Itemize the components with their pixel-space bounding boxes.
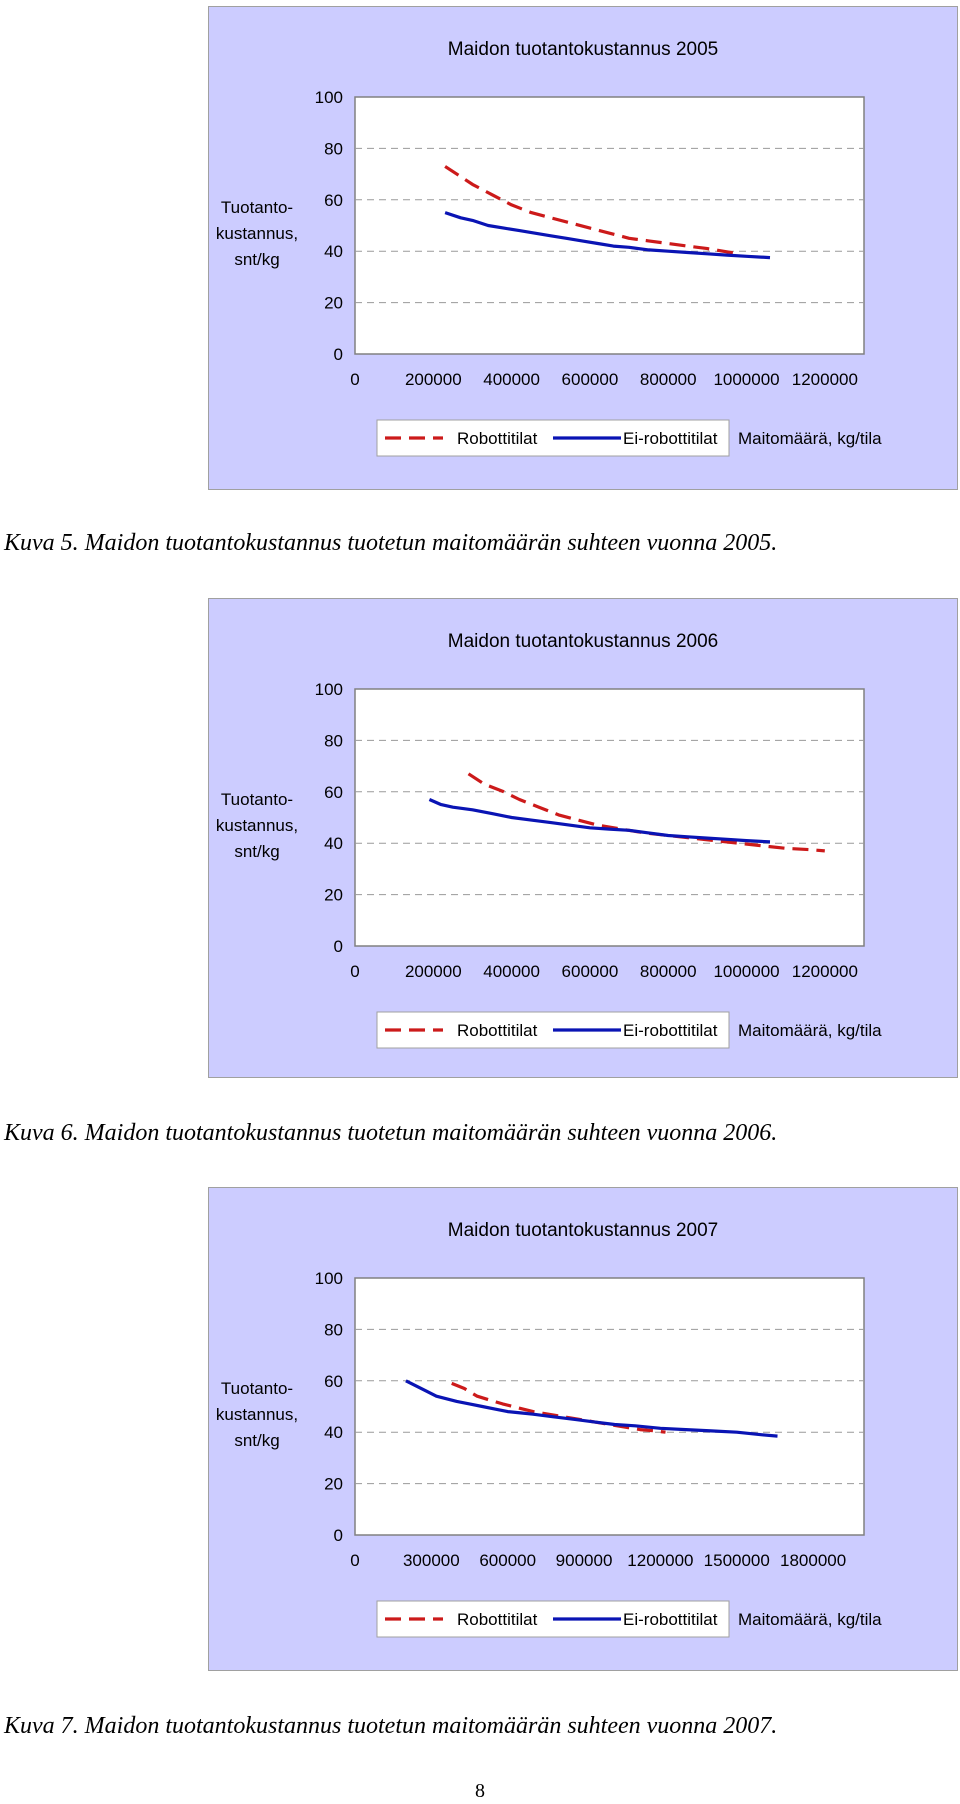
y-tick-label: 40 <box>324 242 343 261</box>
x-tick-label: 400000 <box>483 962 540 981</box>
caption-2007: Kuva 7. Maidon tuotantokustannus tuotetu… <box>4 1713 778 1739</box>
chart-2007-svg: Maidon tuotantokustannus 2007 0 20 40 60 80 10… <box>216 1220 882 1638</box>
y-tick-label: 80 <box>324 139 343 158</box>
x-tick-label: 1000000 <box>713 962 779 981</box>
y-tick-label: 60 <box>324 1372 343 1391</box>
y-tick-label: 100 <box>315 1269 343 1288</box>
x-tick-label: 1200000 <box>792 962 858 981</box>
plot-area <box>354 688 865 947</box>
x-tick-label: 600000 <box>562 962 619 981</box>
plot-area <box>354 1277 865 1536</box>
series-line-ei-robottitilat <box>444 211 771 260</box>
y-tick-label: 80 <box>324 731 343 750</box>
page-number: 8 <box>475 1780 485 1802</box>
caption-2005: Kuva 5. Maidon tuotantokustannus tuotetu… <box>4 530 778 556</box>
y-tick-label: 0 <box>334 937 343 956</box>
y-tick-label: 80 <box>324 1320 343 1339</box>
chart-2005-svg: Maidon tuotantokustannus 2005 0 20 40 60 80 10… <box>216 39 882 457</box>
x-axis-label: Maitomäärä, kg/tila <box>738 1610 882 1629</box>
legend-label-robottitilat: Robottitilat <box>457 1610 538 1629</box>
legend-label-ei-robottitilat: Ei-robottitilat <box>623 429 718 448</box>
series-line-ei-robottitilat <box>428 798 771 844</box>
y-axis-label: Tuotanto-kustannus, snt/kg <box>216 1379 298 1450</box>
y-tick-label: 0 <box>334 1526 343 1545</box>
x-axis-label: Maitomäärä, kg/tila <box>738 1021 882 1040</box>
x-tick-label: 1000000 <box>713 370 779 389</box>
legend-label-robottitilat: Robottitilat <box>457 1021 538 1040</box>
chart-2007: Maidon tuotantokustannus 2007 0 20 40 60 80 10… <box>208 1187 958 1671</box>
x-tick-label: 800000 <box>640 962 697 981</box>
legend-label-ei-robottitilat: Ei-robottitilat <box>623 1021 718 1040</box>
chart-2006: Maidon tuotantokustannus 2006 0 20 40 60 80 10… <box>208 598 958 1078</box>
chart-title: Maidon tuotantokustannus 2005 <box>448 39 718 60</box>
y-tick-label: 40 <box>324 1423 343 1442</box>
x-tick-label: 600000 <box>479 1551 536 1570</box>
x-tick-label: 600000 <box>562 370 619 389</box>
y-tick-label: 20 <box>324 1475 343 1494</box>
y-axis-label: Tuotanto-kustannus, snt/kg <box>216 790 298 861</box>
series-line-robottitilat <box>451 1381 666 1434</box>
y-axis-label: Tuotanto-kustannus, snt/kg <box>216 198 298 269</box>
x-tick-label: 1200000 <box>792 370 858 389</box>
y-tick-label: 40 <box>324 834 343 853</box>
y-tick-label: 20 <box>324 294 343 313</box>
y-tick-label: 60 <box>324 191 343 210</box>
x-tick-label: 200000 <box>405 370 462 389</box>
x-tick-label: 1500000 <box>704 1551 770 1570</box>
x-tick-label: 300000 <box>403 1551 460 1570</box>
y-tick-label: 100 <box>315 88 343 107</box>
caption-2006: Kuva 6. Maidon tuotantokustannus tuotetu… <box>4 1120 778 1146</box>
chart-2006-svg: Maidon tuotantokustannus 2006 0 20 40 60 80 10… <box>216 631 882 1049</box>
x-tick-label: 200000 <box>405 962 462 981</box>
series-line-ei-robottitilat <box>405 1379 778 1438</box>
x-tick-label: 1800000 <box>780 1551 846 1570</box>
x-tick-label: 0 <box>350 1551 359 1570</box>
x-tick-label: 1200000 <box>627 1551 693 1570</box>
x-tick-label: 400000 <box>483 370 540 389</box>
x-axis-label: Maitomäärä, kg/tila <box>738 429 882 448</box>
y-tick-label: 0 <box>334 345 343 364</box>
x-tick-label: 0 <box>350 370 359 389</box>
x-tick-label: 800000 <box>640 370 697 389</box>
chart-title: Maidon tuotantokustannus 2006 <box>448 631 718 652</box>
plot-area <box>354 96 865 355</box>
chart-title: Maidon tuotantokustannus 2007 <box>448 1220 718 1241</box>
legend-label-robottitilat: Robottitilat <box>457 429 538 448</box>
y-tick-label: 100 <box>315 680 343 699</box>
y-tick-label: 60 <box>324 783 343 802</box>
x-tick-label: 0 <box>350 962 359 981</box>
y-tick-label: 20 <box>324 886 343 905</box>
series-line-robottitilat <box>444 165 739 256</box>
legend-label-ei-robottitilat: Ei-robottitilat <box>623 1610 718 1629</box>
chart-2005: Maidon tuotantokustannus 2005 0 20 40 60 80 10… <box>208 6 958 490</box>
x-tick-label: 900000 <box>556 1551 613 1570</box>
